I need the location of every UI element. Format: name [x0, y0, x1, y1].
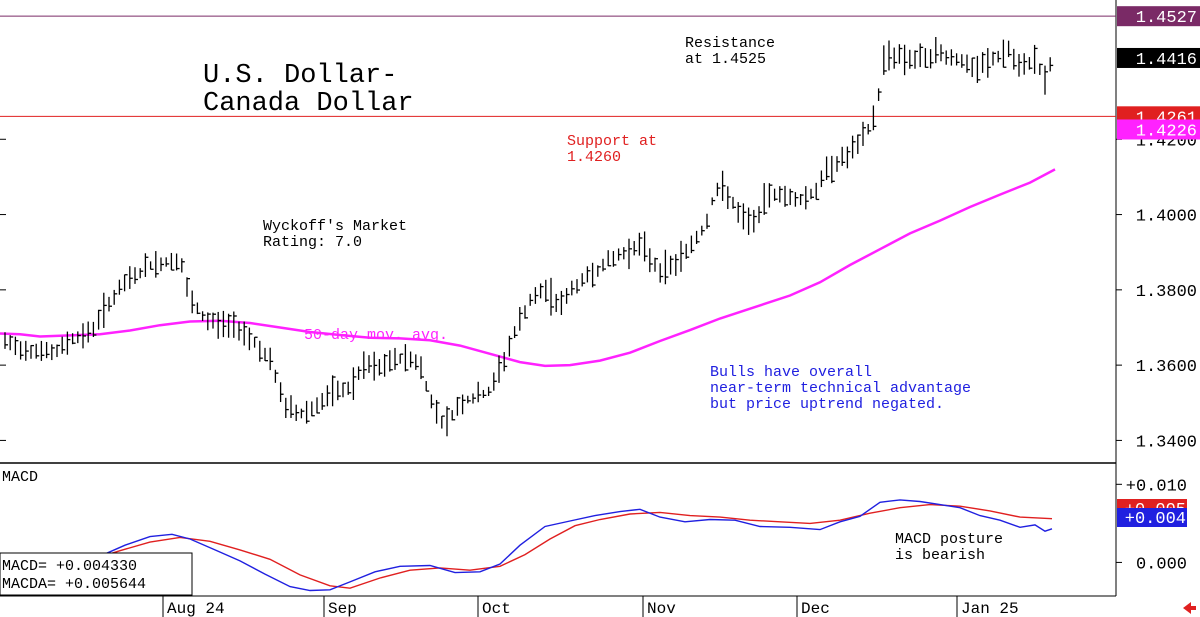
macd-label-box: [1117, 508, 1187, 527]
y-tick-label: 1.3400: [1136, 433, 1197, 452]
price-label-box: [1117, 47, 1200, 68]
macd-title: MACD: [2, 469, 38, 486]
price-label: 1.4527: [1136, 9, 1197, 28]
macd-readout: MACD= +0.004330: [2, 558, 137, 575]
left-arrow-icon[interactable]: [1183, 602, 1196, 614]
chart-title: U.S. Dollar-Canada Dollar: [203, 61, 414, 119]
resistance-annotation: Resistance at 1.4525: [685, 35, 775, 68]
price-label: 1.4226: [1136, 122, 1197, 141]
macd-readout-box: [0, 552, 193, 596]
y-tick-label: 1.3600: [1136, 358, 1197, 377]
macd-y-tick-label: 0.000: [1136, 555, 1187, 574]
support-annotation: Support at 1.4260: [567, 133, 657, 166]
macd-value-label: +0.004: [1125, 510, 1186, 529]
macda-readout: MACDA= +0.005644: [2, 576, 146, 593]
x-tick-label: Jan 25: [961, 600, 1019, 617]
price-label-box: [1117, 6, 1200, 27]
moving-average-layer: [0, 168, 1056, 368]
price-label-box: [1117, 119, 1200, 140]
x-tick-label: Dec: [801, 600, 830, 617]
macd-line: [0, 499, 1053, 592]
price-label: 1.4416: [1136, 51, 1197, 70]
x-tick-label: Sep: [328, 600, 357, 617]
x-tick-label: Oct: [482, 600, 511, 617]
macd-layer: [0, 499, 1053, 592]
x-tick-label: Aug 24: [167, 600, 225, 617]
macd-y-tick-label: +0.010: [1126, 477, 1187, 496]
x-tick-label: Nov: [647, 600, 676, 617]
price-bars-layer: [4, 36, 1054, 437]
y-tick-label: 1.3800: [1136, 283, 1197, 302]
chart-frame: [0, 0, 1122, 617]
moving-average-line: [0, 168, 1056, 368]
y-tick-label: 1.4000: [1136, 208, 1197, 227]
labels-layer: 1.42001.40001.38001.36001.34001.45271.44…: [0, 6, 1200, 617]
bulls-annotation: Bulls have overall near-term technical ad…: [710, 364, 971, 413]
macd-posture-annotation: MACD posture is bearish: [895, 531, 1003, 564]
ma-label: 50-day mov. avg.: [304, 327, 448, 344]
macda-line: [0, 503, 1053, 589]
market-rating: Wyckoff's Market Rating: 7.0: [263, 218, 407, 251]
